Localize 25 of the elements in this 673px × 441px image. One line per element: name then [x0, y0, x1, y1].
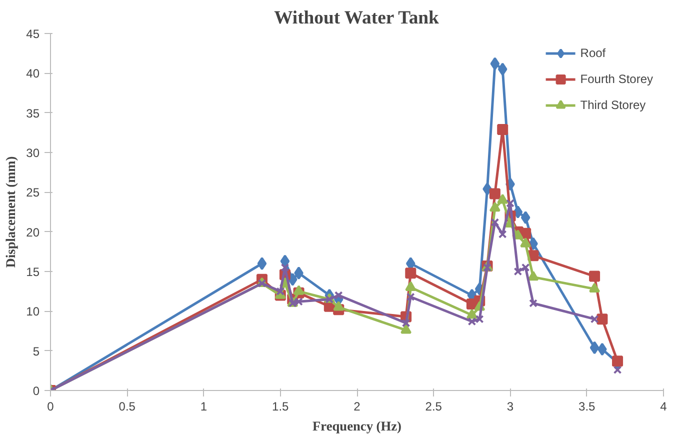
y-tick-label: 15: [26, 265, 40, 279]
y-tick-label: 10: [26, 304, 40, 319]
x-tick-label: 2: [354, 400, 361, 414]
y-tick-label: 35: [26, 106, 40, 120]
x-tick-label: 3: [506, 400, 514, 414]
y-tick-label: 20: [26, 225, 40, 240]
legend-label: Fourth Storey: [580, 72, 653, 86]
y-tick-label: 0: [32, 384, 40, 398]
y-tick-label: 30: [26, 146, 40, 160]
y-tick-label: 45: [26, 27, 40, 41]
chart-title: Without Water Tank: [274, 8, 440, 28]
x-tick-label: 0.5: [118, 400, 136, 414]
x-tick-label: 0: [47, 400, 54, 414]
y-tick-label: 5: [32, 344, 40, 358]
y-tick-label: 40: [26, 66, 40, 81]
x-tick-label: 1.5: [272, 400, 290, 414]
legend-label: Roof: [580, 46, 606, 60]
x-axis-title: Frequency (Hz): [312, 418, 402, 434]
x-tick-label: 4: [660, 400, 668, 414]
x-tick-label: 3.5: [578, 400, 596, 414]
x-tick-label: 2.5: [425, 400, 442, 414]
y-axis-title: Displacement (mm): [3, 156, 18, 268]
y-tick-label: 25: [26, 186, 40, 200]
x-tick-label: 1: [200, 400, 208, 414]
legend-label: Third Storey: [580, 98, 646, 112]
